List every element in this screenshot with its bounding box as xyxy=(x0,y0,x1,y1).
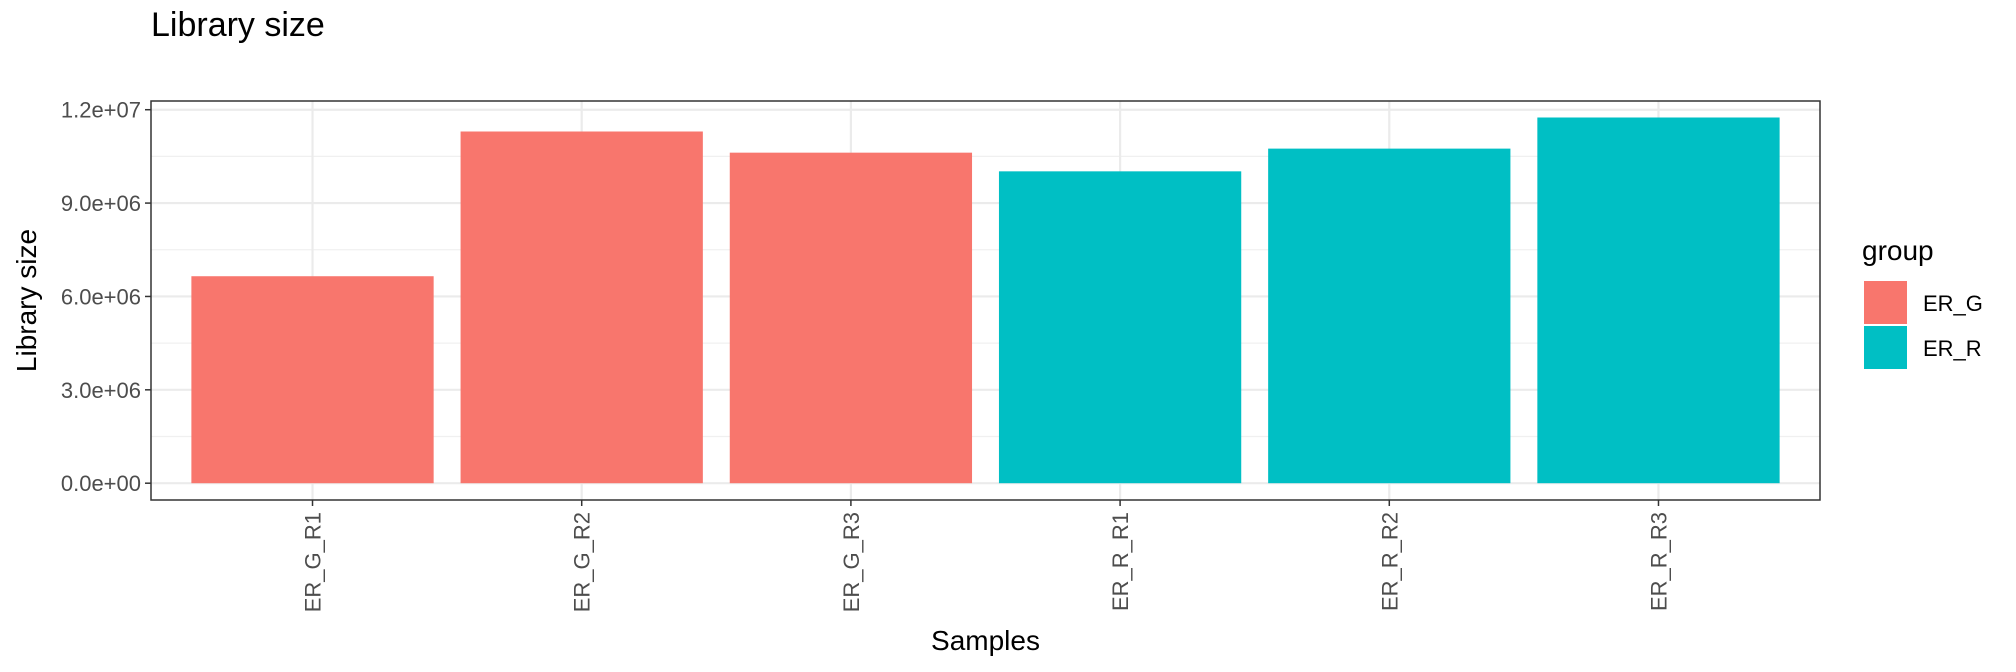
y-axis: 0.0e+00 3.0e+06 6.0e+06 9.0e+06 1.2e+07 xyxy=(61,98,151,496)
y-axis-title: Library size xyxy=(11,229,42,372)
legend-key-er-g xyxy=(1864,281,1907,324)
x-tick-label: ER_R_R2 xyxy=(1377,512,1402,611)
x-tick-label: ER_G_R2 xyxy=(570,512,595,612)
bar-er-g-r1 xyxy=(191,276,434,484)
y-tick-label: 6.0e+06 xyxy=(61,284,141,309)
x-tick-label: ER_R_R1 xyxy=(1108,512,1133,611)
chart-title: Library size xyxy=(151,6,325,44)
x-axis-title: Samples xyxy=(931,625,1040,656)
legend: group ER_G ER_R xyxy=(1862,235,1983,369)
bar-er-r-r3 xyxy=(1537,117,1780,484)
x-tick-label: ER_G_R3 xyxy=(839,512,864,612)
bar-er-g-r3 xyxy=(729,152,973,484)
y-tick-label: 3.0e+06 xyxy=(61,378,141,403)
legend-label: ER_R xyxy=(1923,336,1982,361)
y-tick-label: 1.2e+07 xyxy=(61,98,141,123)
y-tick-label: 0.0e+00 xyxy=(61,471,141,496)
bar-er-r-r1 xyxy=(998,171,1242,484)
legend-title: group xyxy=(1862,235,1934,266)
x-tick-label: ER_G_R1 xyxy=(301,512,326,612)
legend-label: ER_G xyxy=(1923,291,1983,316)
x-axis: ER_G_R1 ER_G_R2 ER_G_R3 ER_R_R1 ER_R_R2 ER_R_… xyxy=(301,500,1671,612)
bars xyxy=(191,117,1780,484)
x-tick-label: ER_R_R3 xyxy=(1646,512,1671,611)
panel-border xyxy=(150,100,1821,501)
bar-er-g-r2 xyxy=(460,131,703,484)
legend-key-er-r xyxy=(1864,326,1907,369)
y-tick-label: 9.0e+06 xyxy=(61,191,141,216)
bar-er-r-r2 xyxy=(1268,148,1511,484)
